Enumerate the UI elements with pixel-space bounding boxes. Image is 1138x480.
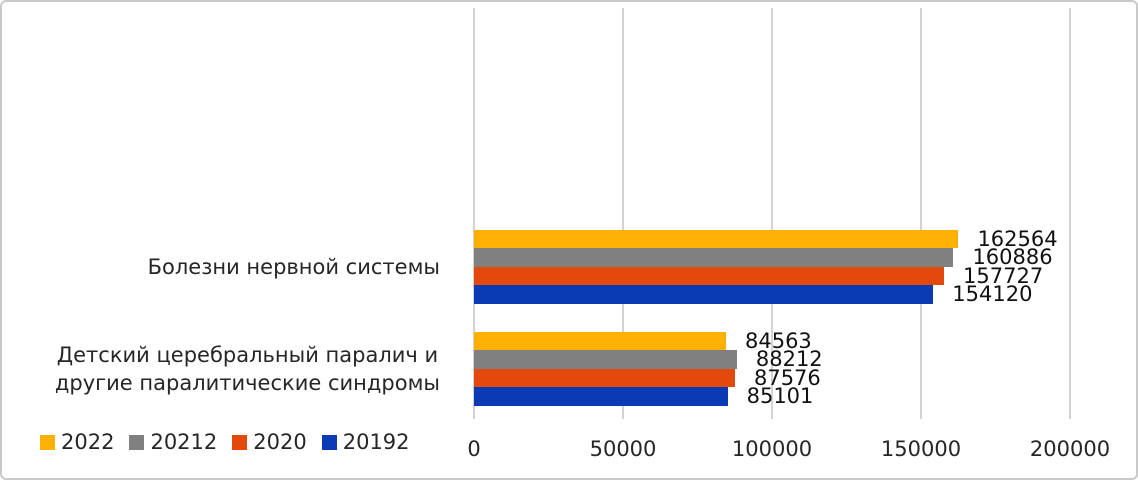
data-label-20192-cerebral-palsy-and-paralytic-syndromes: 85101	[746, 384, 814, 409]
legend: 2022 20212 2020 20192	[40, 430, 410, 454]
data-label-2022-nervous-system-diseases: 162564	[977, 226, 1058, 251]
x-axis-tick-label-50000: 50000	[589, 437, 657, 461]
gridline-200000	[1069, 8, 1071, 419]
gridline-100000	[771, 8, 773, 419]
bar-2020-cerebral-palsy-and-paralytic-syndromes	[474, 368, 735, 387]
bar-2022-nervous-system-diseases	[474, 229, 959, 248]
legend-swatch-2020	[232, 434, 248, 450]
legend-label-2020: 2020	[253, 430, 307, 454]
data-label-2022-cerebral-palsy-and-paralytic-syndromes: 84563	[744, 328, 812, 353]
legend-swatch-20192	[321, 434, 337, 450]
category-label-line: Детский церебральный паралич и	[56, 342, 439, 367]
legend-label-2022: 2022	[61, 430, 115, 454]
bar-2022-cerebral-palsy-and-paralytic-syndromes	[474, 331, 726, 350]
data-label-2020-cerebral-palsy-and-paralytic-syndromes: 87576	[753, 365, 821, 390]
bar-20192-nervous-system-diseases	[474, 285, 934, 304]
x-axis-tick-label-200000: 200000	[1029, 437, 1111, 461]
legend-label-20212: 20212	[150, 430, 218, 454]
category-label-nervous-system-diseases: Болезни нервной системы	[148, 253, 440, 281]
category-label-cerebral-palsy-and-paralytic-syndromes: Детский церебральный паралич и другие пар…	[55, 341, 440, 397]
bar-2020-nervous-system-diseases	[474, 266, 945, 285]
x-axis-tick-label-100000: 100000	[731, 437, 813, 461]
x-axis-tick-label-0: 0	[467, 437, 481, 461]
category-label-line: Болезни нервной системы	[147, 254, 440, 279]
data-label-2020-nervous-system-diseases: 157727	[963, 263, 1044, 288]
bar-20212-cerebral-palsy-and-paralytic-syndromes	[474, 350, 737, 369]
data-label-20192-nervous-system-diseases: 154120	[952, 282, 1033, 307]
legend-item-20212: 20212	[129, 430, 217, 454]
gridline-50000	[622, 8, 624, 419]
category-label-line: другие паралитические синдромы	[54, 370, 440, 395]
legend-swatch-2022	[40, 434, 55, 450]
gridline-0	[473, 8, 475, 419]
data-label-20212-cerebral-palsy-and-paralytic-syndromes: 88212	[755, 347, 823, 372]
bar-20192-cerebral-palsy-and-paralytic-syndromes	[474, 387, 728, 406]
legend-item-2022: 2022	[40, 430, 114, 454]
legend-item-2020: 2020	[232, 430, 307, 454]
legend-swatch-20212	[129, 434, 145, 450]
legend-item-20192: 20192	[321, 430, 410, 454]
gridline-150000	[920, 8, 922, 419]
data-label-20212-nervous-system-diseases: 160886	[972, 245, 1053, 270]
x-axis-tick-label-150000: 150000	[880, 437, 962, 461]
bar-20212-nervous-system-diseases	[474, 248, 954, 267]
legend-label-20192: 20192	[342, 430, 410, 454]
